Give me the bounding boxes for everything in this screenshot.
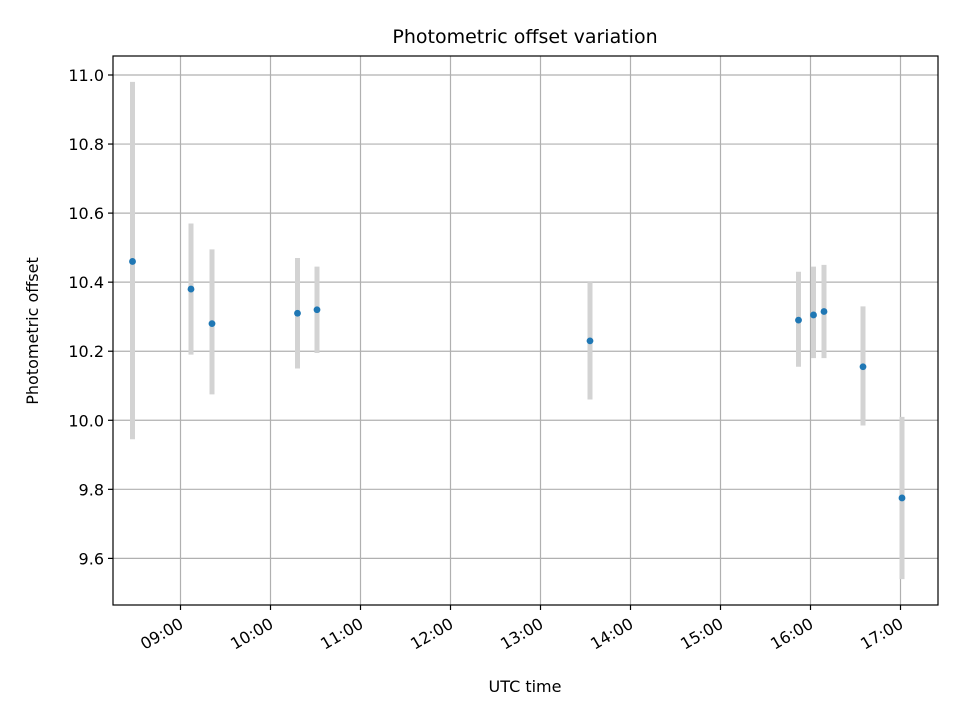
y-tick-label: 10.0 <box>68 411 104 430</box>
plot-area-frame <box>112 55 939 606</box>
data-point <box>129 258 136 265</box>
data-point <box>795 316 802 324</box>
data-point <box>898 494 906 502</box>
y-axis-ticks: 9.6 9.8 10.0 10.2 10.4 10.6 10.8 11.0 <box>68 66 113 568</box>
data-points <box>129 258 906 502</box>
chart-title: Photometric offset variation <box>392 26 657 48</box>
data-point <box>313 306 321 314</box>
y-axis-label: Photometric offset <box>23 257 42 405</box>
data-point <box>294 309 301 317</box>
y-tick-label: 10.2 <box>68 342 104 361</box>
y-tick-label: 10.8 <box>68 135 104 154</box>
data-point <box>859 363 867 371</box>
y-tick-label: 9.8 <box>79 480 104 499</box>
x-axis-label: UTC time <box>489 677 562 696</box>
y-tick-label: 10.6 <box>68 204 104 223</box>
data-point <box>820 308 828 315</box>
data-point <box>586 337 594 345</box>
y-tick-label: 9.6 <box>79 549 104 568</box>
data-point <box>187 285 195 293</box>
y-tick-label: 11.0 <box>68 66 104 85</box>
y-tick-label: 10.4 <box>68 273 104 292</box>
data-point <box>208 320 216 327</box>
data-point <box>810 311 817 319</box>
